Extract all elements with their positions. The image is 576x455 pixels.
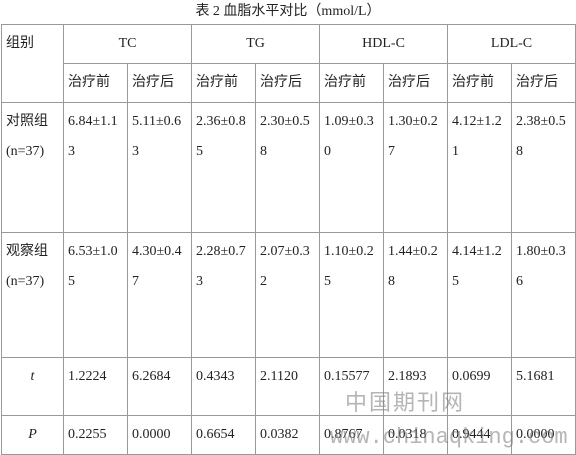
cell: 4.12±1.21 bbox=[447, 102, 513, 233]
subheader-cell: 治疗后 bbox=[126, 63, 193, 103]
subheader-cell: 治疗前 bbox=[319, 63, 385, 103]
row-label: P bbox=[1, 415, 64, 455]
header-cell: 组别 bbox=[1, 24, 64, 103]
cell: 0.2255 bbox=[63, 415, 128, 455]
cell: 0.0318 bbox=[383, 415, 449, 455]
cell: 1.09±0.30 bbox=[319, 102, 385, 233]
cell: 1.10±0.25 bbox=[319, 232, 385, 358]
cell: 6.84±1.13 bbox=[63, 102, 128, 233]
cell: 1.44±0.28 bbox=[383, 232, 449, 358]
row-label: t bbox=[1, 357, 64, 416]
subheader-cell: 治疗前 bbox=[191, 63, 257, 103]
cell: 4.30±0.47 bbox=[126, 232, 193, 358]
cell: 5.11±0.63 bbox=[126, 102, 193, 233]
body-row: 对照组(n=37) 6.84±1.13 5.11±0.63 2.36±0.85 2.30… bbox=[1, 102, 576, 233]
cell: 2.28±0.73 bbox=[191, 232, 257, 358]
cell: 1.30±0.27 bbox=[383, 102, 449, 233]
cell: 0.0000 bbox=[126, 415, 193, 455]
subheader-cell: 治疗后 bbox=[383, 63, 449, 103]
cell: 2.1893 bbox=[383, 357, 449, 416]
cell: 2.1120 bbox=[255, 357, 321, 416]
cell: 2.30±0.58 bbox=[255, 102, 321, 233]
cell: 0.15577 bbox=[319, 357, 385, 416]
subheader-row: 治疗前 治疗后 治疗前 治疗后 治疗前 治疗后 治疗前 治疗后 bbox=[2, 63, 576, 103]
body-row: 观察组(n=37) 6.53±1.05 4.30±0.47 2.28±0.73 2.07… bbox=[1, 232, 576, 358]
cell: 1.2224 bbox=[63, 357, 128, 416]
cell: 0.0000 bbox=[511, 415, 576, 455]
header-row: 组别 TC TG HDL-C LDL-C bbox=[1, 24, 576, 103]
data-table: 组别 TC TG HDL-C LDL-C 治疗前 治疗后 治疗前 治疗后 治疗前 治疗后 治疗前 治疗后… bbox=[1, 24, 576, 455]
cell: 4.14±1.25 bbox=[447, 232, 513, 358]
cell: 0.0382 bbox=[255, 415, 321, 455]
cell: 0.8767 bbox=[319, 415, 385, 455]
body-row: P 0.2255 0.0000 0.6654 0.0382 0.8767 0.0318 0.9… bbox=[1, 415, 576, 455]
cell: 6.53±1.05 bbox=[63, 232, 128, 358]
cell: 0.4343 bbox=[191, 357, 257, 416]
table-title: 表 2 血脂水平对比（mmol/L） bbox=[195, 4, 381, 19]
subheader-cell: 治疗后 bbox=[255, 63, 321, 103]
subheader-cell: 治疗后 bbox=[511, 63, 576, 103]
body-row: t 1.2224 6.2684 0.4343 2.1120 0.15577 2.1893 0.… bbox=[1, 357, 576, 416]
cell: 2.36±0.85 bbox=[191, 102, 257, 233]
header-cell: TC bbox=[62, 24, 193, 64]
cell: 0.9444 bbox=[447, 415, 513, 455]
row-label: 对照组(n=37) bbox=[1, 102, 64, 233]
cell: 2.38±0.58 bbox=[511, 102, 576, 233]
cell: 6.2684 bbox=[126, 357, 193, 416]
cell: 5.1681 bbox=[511, 357, 576, 416]
header-cell: HDL-C bbox=[319, 24, 449, 64]
watermark: 中国期刊网 bbox=[345, 390, 466, 415]
watermark: www.chinaqking.com bbox=[330, 425, 568, 450]
header-cell: LDL-C bbox=[447, 24, 576, 64]
subheader-cell: 治疗前 bbox=[447, 63, 513, 103]
subheader-cell: 治疗前 bbox=[63, 63, 128, 103]
header-cell: TG bbox=[191, 24, 321, 64]
cell: 0.6654 bbox=[191, 415, 257, 455]
cell: 2.07±0.32 bbox=[255, 232, 321, 358]
cell: 1.80±0.36 bbox=[511, 232, 576, 358]
row-label: 观察组(n=37) bbox=[1, 232, 64, 358]
